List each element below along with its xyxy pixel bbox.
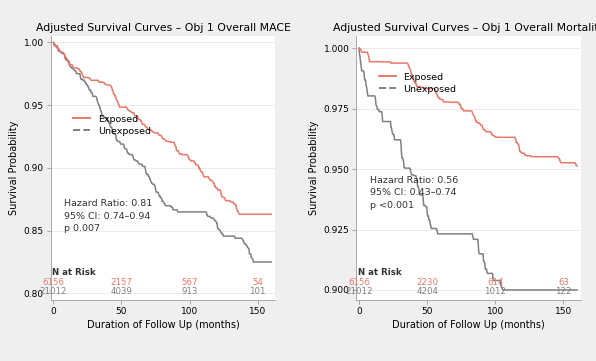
Text: Hazard Ratio: 0.81
95% CI: 0.74–0.94
p 0.007: Hazard Ratio: 0.81 95% CI: 0.74–0.94 p 0… xyxy=(64,200,153,234)
Text: 63: 63 xyxy=(558,278,569,287)
Text: 913: 913 xyxy=(181,287,198,296)
Title: Adjusted Survival Curves – Obj 1 Overall MACE: Adjusted Survival Curves – Obj 1 Overall… xyxy=(36,22,290,32)
Text: N at Risk: N at Risk xyxy=(52,268,96,277)
Text: 122: 122 xyxy=(555,287,572,296)
Text: 21012: 21012 xyxy=(345,287,373,296)
X-axis label: Duration of Follow Up (months): Duration of Follow Up (months) xyxy=(86,320,240,330)
Y-axis label: Survival Probability: Survival Probability xyxy=(10,121,20,215)
Text: 21012: 21012 xyxy=(40,287,67,296)
Text: 2157: 2157 xyxy=(110,278,132,287)
Legend: Exposed, Unexposed: Exposed, Unexposed xyxy=(379,73,457,93)
X-axis label: Duration of Follow Up (months): Duration of Follow Up (months) xyxy=(392,320,545,330)
Text: 4204: 4204 xyxy=(416,287,438,296)
Text: 567: 567 xyxy=(181,278,198,287)
Legend: Exposed, Unexposed: Exposed, Unexposed xyxy=(73,114,151,136)
Text: N at Risk: N at Risk xyxy=(358,268,402,277)
Text: 54: 54 xyxy=(252,278,263,287)
Title: Adjusted Survival Curves – Obj 1 Overall Mortality: Adjusted Survival Curves – Obj 1 Overall… xyxy=(333,22,596,32)
Text: 4039: 4039 xyxy=(110,287,132,296)
Text: 614: 614 xyxy=(487,278,504,287)
Text: Hazard Ratio: 0.56
95% CI: 0.43–0.74
p <0.001: Hazard Ratio: 0.56 95% CI: 0.43–0.74 p <… xyxy=(370,176,458,210)
Text: 1012: 1012 xyxy=(485,287,506,296)
Text: 6156: 6156 xyxy=(348,278,370,287)
Text: 6156: 6156 xyxy=(42,278,64,287)
Text: 2230: 2230 xyxy=(416,278,438,287)
Y-axis label: Survival Probability: Survival Probability xyxy=(309,121,319,215)
Text: 101: 101 xyxy=(250,287,266,296)
